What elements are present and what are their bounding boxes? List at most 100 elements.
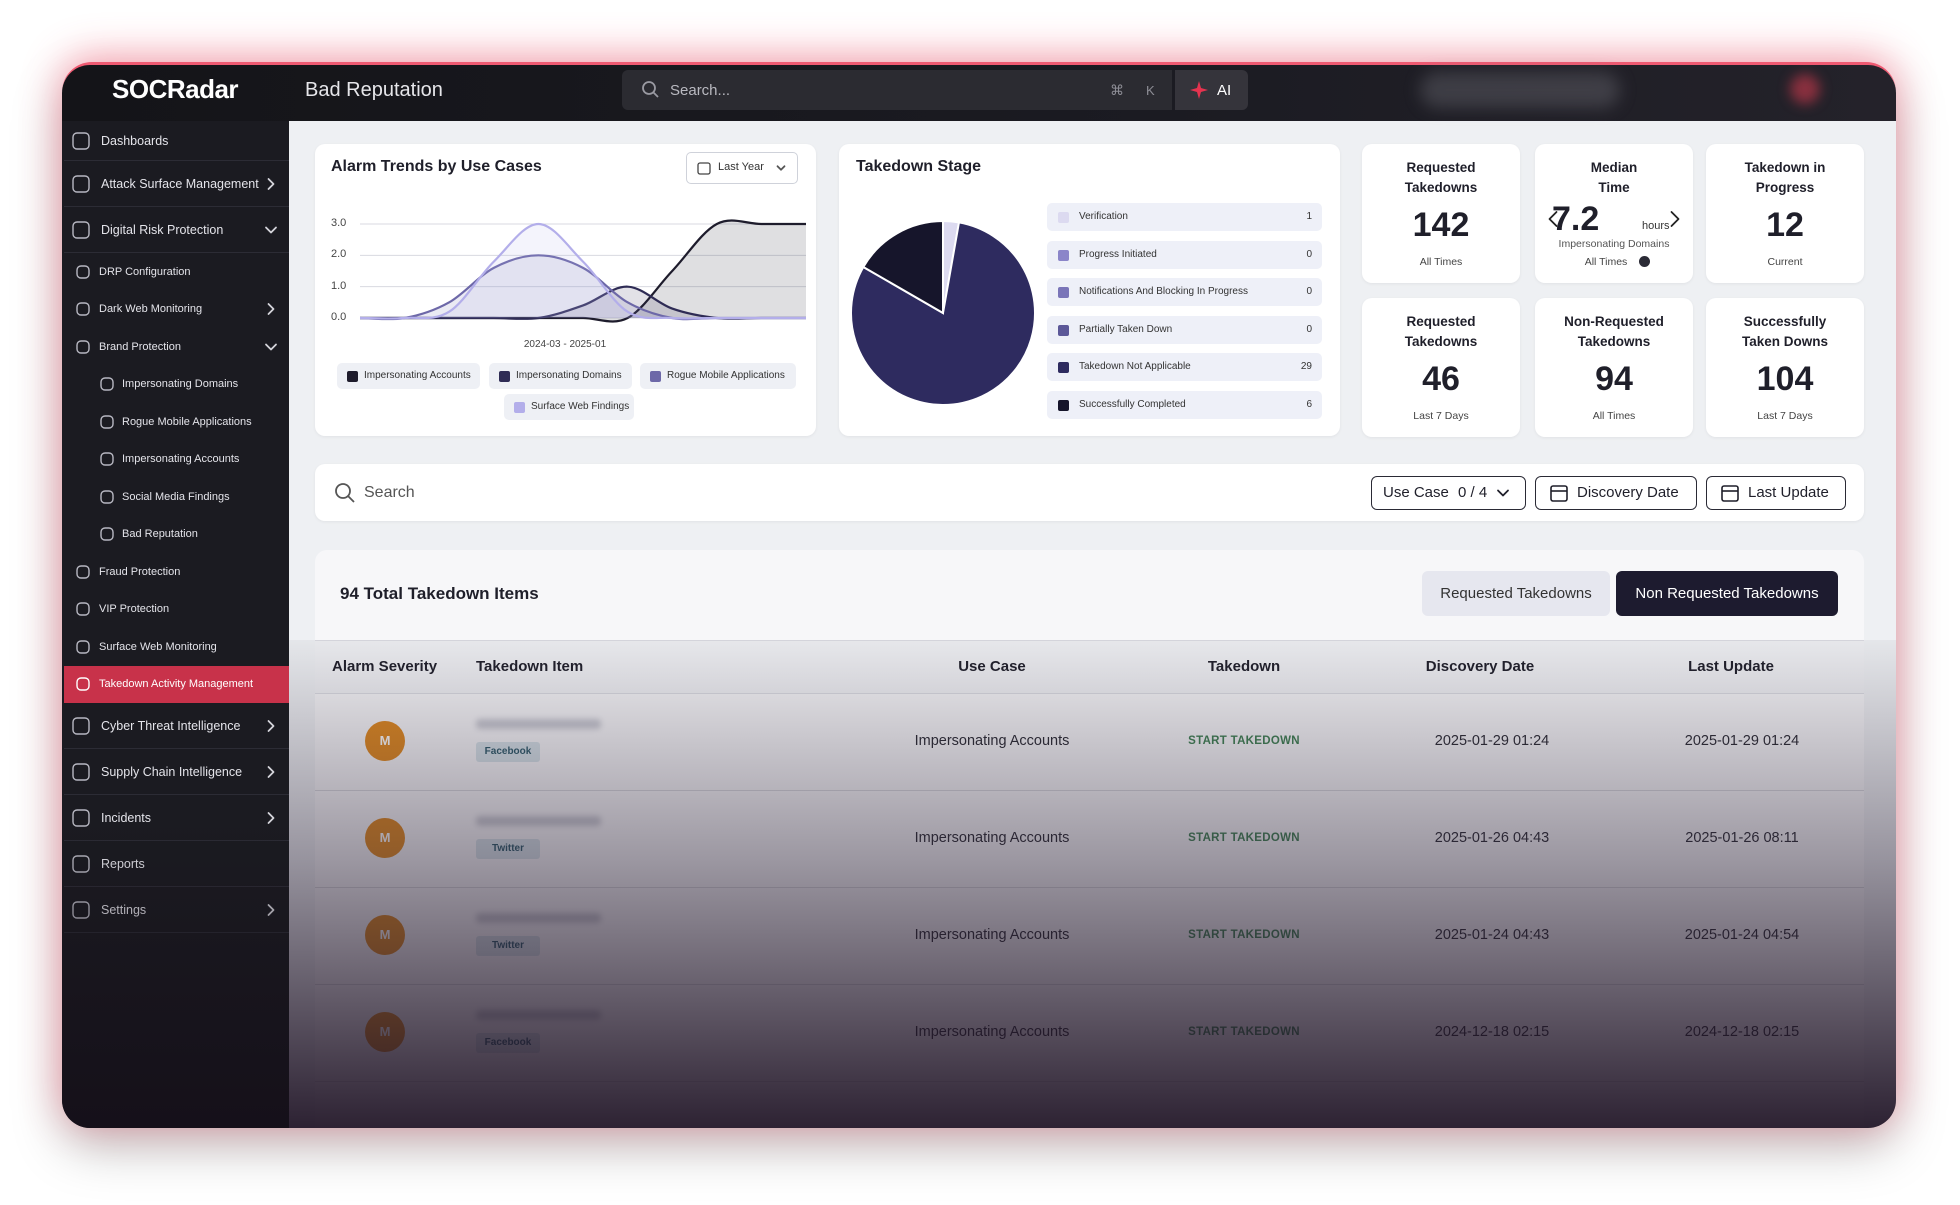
tab[interactable] bbox=[1422, 571, 1610, 616]
x-axis-label: 2024-03 - 2025-01 bbox=[523, 339, 607, 350]
chevron-icon bbox=[267, 720, 275, 732]
sidebar-icon bbox=[100, 490, 114, 504]
legend-label: Progress Initiated bbox=[1079, 248, 1157, 260]
sidebar-item[interactable] bbox=[64, 665, 289, 703]
table-row bbox=[315, 888, 1864, 985]
legend-swatch bbox=[1058, 212, 1069, 223]
stat-caption: Last 7 Days bbox=[1413, 410, 1469, 422]
legend-swatch bbox=[650, 371, 661, 382]
legend-label: Impersonating Accounts bbox=[364, 370, 471, 381]
chevron bbox=[267, 766, 275, 778]
legend-value: 29 bbox=[1300, 361, 1312, 372]
chevron bbox=[1548, 211, 1558, 227]
legend-item bbox=[1047, 278, 1322, 306]
takedown-action[interactable]: START TAKEDOWN bbox=[1188, 1026, 1300, 1038]
platform-label: Facebook bbox=[484, 746, 532, 757]
legend-value: 6 bbox=[1306, 398, 1312, 410]
chevron bbox=[1497, 489, 1509, 497]
takedown-action[interactable]: START TAKEDOWN bbox=[1188, 735, 1300, 747]
sidebar-icon bbox=[76, 340, 90, 354]
series-area bbox=[360, 224, 806, 319]
chevron bbox=[267, 303, 275, 316]
sidebar-item[interactable] bbox=[64, 703, 289, 749]
chevron-icon bbox=[265, 343, 277, 351]
legend-swatch bbox=[1058, 362, 1069, 373]
legend-swatch bbox=[499, 371, 510, 382]
sidebar-icon-shape bbox=[76, 677, 90, 691]
platform-label: Facebook bbox=[484, 1037, 532, 1048]
takedown-action[interactable]: START TAKEDOWN bbox=[1188, 929, 1300, 941]
stat-card bbox=[1535, 144, 1693, 283]
sidebar-item[interactable] bbox=[64, 841, 289, 887]
search-icon-circle bbox=[335, 483, 351, 499]
sidebar-icon bbox=[100, 415, 114, 429]
discovery-date: 2025-01-24 04:43 bbox=[1434, 927, 1550, 943]
sidebar-label: Dashboards bbox=[101, 134, 169, 148]
legend-value: 0 bbox=[1306, 286, 1312, 297]
sidebar-icon-shape bbox=[72, 175, 90, 193]
sidebar-icon bbox=[76, 265, 90, 279]
sidebar-item[interactable] bbox=[64, 207, 289, 253]
takedown-action[interactable]: START TAKEDOWN bbox=[1188, 832, 1300, 844]
sidebar-icon-shape bbox=[76, 302, 90, 316]
stat-value: 7.2 bbox=[1552, 200, 1600, 238]
column-header: Use Case bbox=[958, 658, 1026, 675]
item-name-blur bbox=[476, 719, 601, 729]
sidebar-icon-shape bbox=[100, 527, 114, 541]
legend-label: Verification bbox=[1079, 211, 1128, 222]
sidebar-label: Impersonating Accounts bbox=[122, 453, 240, 466]
user-blur bbox=[1420, 72, 1620, 108]
legend-swatch bbox=[1058, 399, 1069, 411]
ai-icon bbox=[1190, 81, 1208, 99]
search-bar[interactable] bbox=[622, 70, 1172, 110]
sidebar-icon-shape bbox=[100, 415, 114, 429]
sidebar-item[interactable] bbox=[64, 795, 289, 841]
column-header: Takedown Item bbox=[476, 658, 584, 675]
series-line bbox=[359, 222, 806, 320]
sidebar-item[interactable] bbox=[64, 749, 289, 795]
chevron bbox=[267, 178, 275, 190]
sidebar-item[interactable] bbox=[64, 591, 289, 629]
pie-chart bbox=[850, 219, 1036, 406]
legend-value: 0 bbox=[1306, 248, 1312, 260]
sidebar-icon bbox=[100, 527, 114, 541]
chart-title: Alarm Trends by Use Cases bbox=[331, 158, 542, 175]
sidebar-icon-shape bbox=[72, 855, 90, 873]
stat-card bbox=[1535, 298, 1693, 437]
search-icon bbox=[335, 483, 355, 503]
legend-item bbox=[504, 394, 634, 420]
filter-button[interactable] bbox=[1706, 476, 1846, 510]
sidebar-item[interactable] bbox=[64, 161, 289, 207]
chevron bbox=[267, 812, 275, 824]
page-title: Bad Reputation bbox=[305, 79, 443, 101]
discovery-date: 2025-01-26 04:43 bbox=[1434, 830, 1550, 846]
filter-count: 0 / 4 bbox=[1458, 484, 1488, 501]
severity-label: M bbox=[379, 927, 391, 942]
severity-label: M bbox=[379, 1024, 391, 1039]
legend-swatch bbox=[347, 371, 358, 382]
sidebar-icon bbox=[72, 132, 90, 150]
chart-filter[interactable] bbox=[686, 152, 798, 184]
sidebar-label: Attack Surface Management bbox=[101, 177, 259, 191]
filter-button[interactable] bbox=[1535, 476, 1697, 510]
sidebar-label: Impersonating Domains bbox=[122, 378, 239, 391]
shortcut-key: ⌘ bbox=[1110, 82, 1124, 98]
sidebar-icon-shape bbox=[72, 132, 90, 150]
sidebar-icon-shape bbox=[76, 602, 90, 616]
sidebar-icon bbox=[76, 565, 90, 579]
sidebar-item[interactable] bbox=[64, 887, 289, 933]
use-case: Impersonating Accounts bbox=[914, 927, 1070, 943]
ai-button[interactable] bbox=[1175, 70, 1248, 110]
legend-item bbox=[1047, 390, 1322, 419]
tab[interactable] bbox=[1616, 571, 1838, 616]
calendar-icon bbox=[1550, 485, 1568, 502]
sidebar-icon-shape bbox=[72, 809, 90, 827]
legend-item bbox=[1047, 353, 1322, 381]
chevron-icon bbox=[267, 178, 275, 190]
platform-label: Twitter bbox=[491, 940, 525, 951]
sidebar-icon-shape bbox=[76, 565, 90, 579]
sidebar-icon-shape bbox=[72, 901, 90, 919]
y-tick-label: 2.0 bbox=[331, 248, 347, 261]
series-area bbox=[360, 255, 806, 320]
sidebar-item[interactable] bbox=[64, 121, 289, 161]
